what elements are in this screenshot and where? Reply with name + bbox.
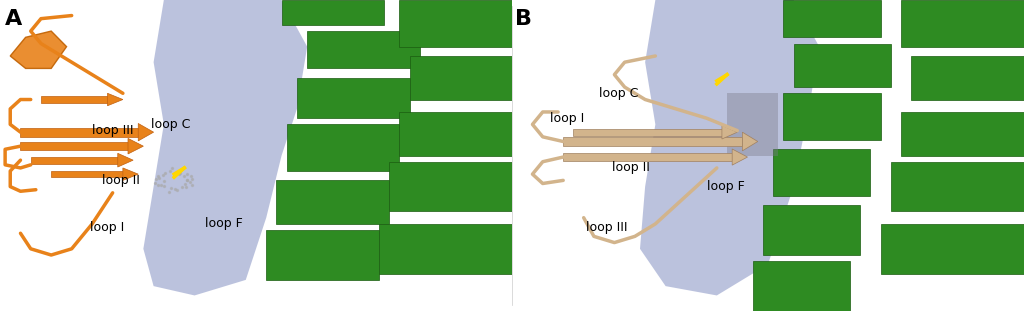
Bar xyxy=(282,0,384,25)
Polygon shape xyxy=(118,153,133,167)
Point xyxy=(185,180,202,185)
Point xyxy=(167,186,183,191)
Point xyxy=(174,186,190,191)
Bar xyxy=(266,230,379,280)
Point xyxy=(164,171,180,176)
Bar xyxy=(763,205,860,255)
Point xyxy=(184,175,201,180)
Bar xyxy=(901,112,1024,156)
Bar xyxy=(276,180,389,224)
Bar xyxy=(794,44,891,87)
Point xyxy=(151,181,167,186)
Polygon shape xyxy=(108,93,123,106)
Point xyxy=(179,174,196,179)
Bar xyxy=(51,171,123,177)
Point xyxy=(171,190,187,195)
Point xyxy=(158,170,174,175)
Text: loop I: loop I xyxy=(90,220,124,234)
Polygon shape xyxy=(722,125,737,139)
Point xyxy=(179,174,196,179)
Point xyxy=(171,169,187,174)
Bar xyxy=(773,149,870,196)
Bar xyxy=(891,162,1024,211)
Point xyxy=(156,187,172,192)
Text: loop II: loop II xyxy=(611,161,649,174)
Bar xyxy=(379,224,512,274)
Point xyxy=(178,183,195,188)
Point xyxy=(152,177,168,182)
Point xyxy=(171,170,187,175)
Point xyxy=(180,178,197,183)
Bar xyxy=(901,0,1024,47)
Polygon shape xyxy=(123,168,138,180)
Bar xyxy=(389,162,512,211)
Point xyxy=(153,182,169,187)
Point xyxy=(167,166,183,171)
Bar xyxy=(399,112,512,156)
Bar xyxy=(911,56,1024,100)
Point xyxy=(154,173,170,178)
Text: loop III: loop III xyxy=(586,220,628,234)
Point xyxy=(186,178,203,183)
Polygon shape xyxy=(138,123,154,141)
Polygon shape xyxy=(640,0,819,295)
Polygon shape xyxy=(128,138,143,154)
Point xyxy=(154,179,170,183)
Bar xyxy=(41,96,108,103)
Bar xyxy=(20,128,138,137)
Point xyxy=(153,184,169,189)
Polygon shape xyxy=(732,149,748,165)
Polygon shape xyxy=(742,132,758,151)
Point xyxy=(161,186,177,191)
Bar xyxy=(881,224,1024,274)
Bar xyxy=(20,142,128,150)
Text: loop F: loop F xyxy=(707,180,744,193)
Bar xyxy=(783,0,881,37)
Bar xyxy=(573,129,722,136)
Polygon shape xyxy=(10,31,67,68)
Bar xyxy=(31,157,118,164)
Text: loop II: loop II xyxy=(102,174,140,187)
Text: B: B xyxy=(514,9,531,29)
Polygon shape xyxy=(143,0,307,295)
Bar xyxy=(399,0,512,47)
Bar xyxy=(563,153,732,161)
Text: loop III: loop III xyxy=(92,124,134,137)
Bar xyxy=(727,93,778,156)
Bar xyxy=(297,78,410,118)
Text: loop C: loop C xyxy=(599,87,638,100)
Point xyxy=(182,181,199,186)
Bar xyxy=(410,56,512,100)
Bar xyxy=(563,137,742,146)
Point xyxy=(173,183,189,188)
Bar xyxy=(287,124,399,171)
Bar xyxy=(753,261,850,311)
Point xyxy=(164,188,180,193)
Bar xyxy=(783,93,881,140)
Text: A: A xyxy=(5,9,23,29)
Text: loop C: loop C xyxy=(152,118,190,131)
Bar xyxy=(307,31,420,68)
Point xyxy=(158,173,174,178)
Point xyxy=(161,170,177,175)
Text: loop I: loop I xyxy=(551,112,585,125)
Point xyxy=(174,171,190,176)
Text: loop F: loop F xyxy=(205,217,243,230)
Point xyxy=(156,176,172,181)
